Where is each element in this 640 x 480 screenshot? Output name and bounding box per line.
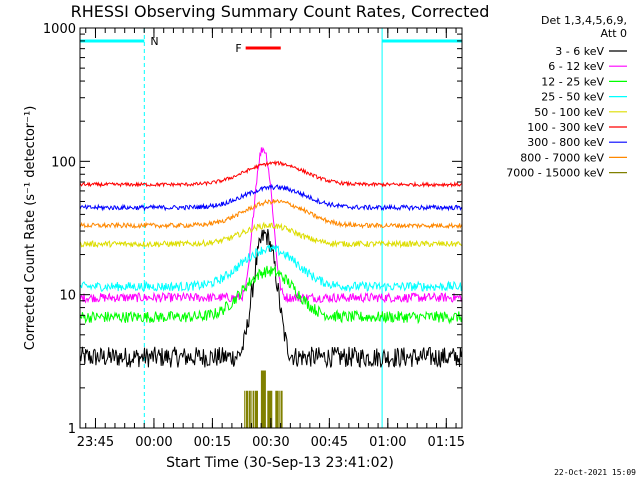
legend-label-0: 3 - 6 keV: [555, 45, 604, 58]
legend-label-2: 12 - 25 keV: [541, 75, 604, 88]
legend-header-0: Det 1,3,4,5,6,9,: [541, 14, 627, 27]
series-line-5: [79, 160, 463, 188]
series-line-6: [79, 183, 463, 212]
x-tick-label-5: 01:00: [369, 435, 406, 450]
series-line-4: [79, 221, 462, 249]
series-line-0: [79, 229, 463, 369]
plot-area: N F 1 10 100 1000 23:45 00:00 00:15 00:30 00:45 01:…: [43, 22, 465, 450]
x-tick-label-2: 00:15: [194, 435, 231, 450]
chart-title: RHESSI Observing Summary Count Rates, Co…: [71, 2, 490, 21]
x-tick-label-6: 01:15: [428, 435, 465, 450]
flare-label: F: [235, 42, 241, 55]
y-tick-label-0: 1: [68, 422, 76, 437]
x-tick-label-1: 00:00: [135, 435, 172, 450]
series-line-3: [79, 244, 463, 293]
x-axis-label: Start Time (30-Sep-13 23:41:02): [166, 455, 394, 471]
legend: Det 1,3,4,5,6,9,Att 0 3 - 6 keV 6 - 12 keV…: [506, 14, 627, 180]
x-tick-label-0: 23:45: [77, 435, 114, 450]
y-axis-label: Corrected Count Rate (s⁻¹ detector⁻¹): [23, 106, 38, 351]
legend-label-1: 6 - 12 keV: [548, 60, 604, 73]
series-line-7: [79, 198, 463, 230]
series-line-8: [244, 370, 283, 428]
footer-timestamp: 22-Oct-2021 15:09: [554, 468, 636, 477]
legend-label-8: 7000 - 15000 keV: [506, 167, 604, 180]
legend-label-6: 300 - 800 keV: [527, 136, 604, 149]
legend-label-4: 50 - 100 keV: [534, 106, 604, 119]
night-label: N: [150, 35, 158, 48]
x-tick-label-3: 00:30: [252, 435, 289, 450]
y-tick-label-1: 10: [59, 289, 76, 304]
legend-label-7: 800 - 7000 keV: [520, 151, 604, 164]
series-line-2: [79, 265, 463, 325]
legend-label-5: 100 - 300 keV: [527, 121, 604, 134]
y-tick-label-3: 1000: [43, 22, 76, 37]
legend-header-1: Att 0: [601, 27, 627, 40]
y-tick-label-2: 100: [51, 155, 76, 170]
y-axis-label-text: Corrected Count Rate (s⁻¹ detector⁻¹): [23, 106, 38, 351]
x-tick-label-4: 00:45: [311, 435, 348, 450]
legend-label-3: 25 - 50 keV: [541, 91, 604, 104]
